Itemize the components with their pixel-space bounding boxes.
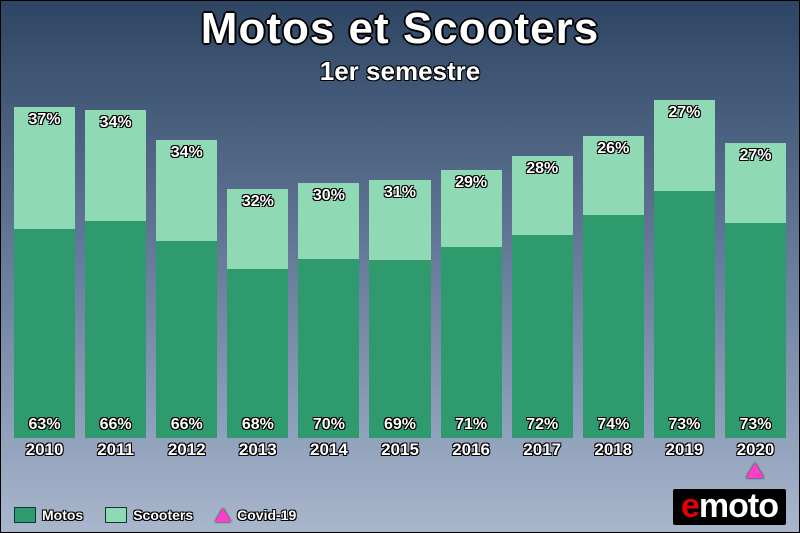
bar-year-label: 2020 [725, 440, 786, 460]
legend-swatch-scooters [105, 507, 127, 523]
bar-segment-motos: 71% [441, 247, 502, 438]
bar-segment-scooters: 31% [369, 180, 430, 260]
legend-label-covid: Covid-19 [237, 507, 296, 523]
bar-stack: 30% 70% [298, 100, 359, 438]
bar-stack: 28% 72% [512, 100, 573, 438]
bar-stack: 32% 68% [227, 100, 288, 438]
bar-stack: 34% 66% [85, 100, 146, 438]
bar-value-motos: 73% [725, 416, 786, 434]
bar-segment-scooters: 26% [583, 136, 644, 214]
bar-segment-motos: 74% [583, 215, 644, 438]
bar-column: 31% 69% 2015 [369, 100, 430, 460]
bar-year-label: 2016 [441, 440, 502, 460]
bar-segment-motos: 70% [298, 259, 359, 438]
bar-column: 29% 71% 2016 [441, 100, 502, 460]
bar-value-motos: 63% [14, 416, 75, 434]
bar-column: 30% 70% 2014 [298, 100, 359, 460]
bar-value-scooters: 37% [14, 111, 75, 129]
bar-year-label: 2018 [583, 440, 644, 460]
bar-segment-scooters: 27% [725, 143, 786, 223]
bar-segment-motos: 73% [654, 191, 715, 438]
bar-stack: 37% 63% [14, 100, 75, 438]
bar-year-label: 2012 [156, 440, 217, 460]
bar-value-motos: 66% [85, 416, 146, 434]
bar-segment-motos: 73% [725, 223, 786, 438]
bar-stack: 29% 71% [441, 100, 502, 438]
bar-segment-motos: 68% [227, 269, 288, 438]
bar-year-label: 2015 [369, 440, 430, 460]
bar-stack: 26% 74% [583, 100, 644, 438]
legend-item-motos: Motos [14, 507, 83, 523]
bar-stack: 31% 69% [369, 100, 430, 438]
bar-value-motos: 66% [156, 416, 217, 434]
bar-value-scooters: 32% [227, 193, 288, 211]
bar-segment-scooters: 34% [85, 110, 146, 222]
bar-value-scooters: 28% [512, 160, 573, 178]
bar-value-scooters: 27% [725, 147, 786, 165]
chart-subtitle: 1er semestre [0, 56, 800, 87]
bar-segment-scooters: 27% [654, 100, 715, 191]
legend-marker-icon [215, 508, 231, 522]
bar-year-label: 2014 [298, 440, 359, 460]
bar-segment-motos: 66% [85, 221, 146, 438]
bar-column: 34% 66% 2011 [85, 100, 146, 460]
bar-year-label: 2010 [14, 440, 75, 460]
bar-value-motos: 73% [654, 416, 715, 434]
bar-column: 26% 74% 2018 [583, 100, 644, 460]
bar-value-motos: 69% [369, 416, 430, 434]
bar-value-motos: 71% [441, 416, 502, 434]
bar-stack: 27% 73% [654, 100, 715, 438]
legend-label-motos: Motos [42, 507, 83, 523]
bar-segment-motos: 69% [369, 260, 430, 438]
bar-column: 28% 72% 2017 [512, 100, 573, 460]
legend-item-covid: Covid-19 [215, 507, 296, 523]
bar-value-motos: 68% [227, 416, 288, 434]
legend-label-scooters: Scooters [133, 507, 193, 523]
bar-value-scooters: 30% [298, 187, 359, 205]
bar-segment-scooters: 34% [156, 140, 217, 241]
bar-value-scooters: 34% [156, 144, 217, 162]
legend-item-scooters: Scooters [105, 507, 193, 523]
bar-value-scooters: 34% [85, 114, 146, 132]
bar-value-motos: 70% [298, 416, 359, 434]
bar-segment-motos: 66% [156, 241, 217, 438]
bar-column: 37% 63% 2010 [14, 100, 75, 460]
bar-value-scooters: 27% [654, 104, 715, 122]
bar-stack: 27% 73% [725, 100, 786, 438]
bar-year-label: 2013 [227, 440, 288, 460]
logo-prefix: e [681, 489, 699, 523]
legend-swatch-motos [14, 507, 36, 523]
bar-segment-motos: 63% [14, 229, 75, 438]
logo-suffix: moto [699, 489, 778, 523]
bar-year-label: 2011 [85, 440, 146, 460]
bar-segment-scooters: 37% [14, 107, 75, 230]
chart-title: Motos et Scooters [0, 4, 800, 54]
bar-segment-motos: 72% [512, 235, 573, 438]
brand-logo: emoto [673, 489, 786, 525]
bar-chart: 37% 63% 2010 34% 66% 2011 34% 66% 2012 32% 68% 2013… [14, 100, 786, 460]
bar-column: 27% 73% 2020 [725, 100, 786, 460]
bar-segment-scooters: 29% [441, 170, 502, 248]
bar-value-motos: 74% [583, 416, 644, 434]
bar-column: 34% 66% 2012 [156, 100, 217, 460]
covid-marker-icon [746, 463, 764, 478]
bar-year-label: 2019 [654, 440, 715, 460]
bar-value-scooters: 26% [583, 140, 644, 158]
bar-column: 27% 73% 2019 [654, 100, 715, 460]
legend: Motos Scooters Covid-19 [14, 507, 296, 523]
bar-segment-scooters: 28% [512, 156, 573, 235]
bar-stack: 34% 66% [156, 100, 217, 438]
bar-column: 32% 68% 2013 [227, 100, 288, 460]
bar-value-motos: 72% [512, 416, 573, 434]
bar-segment-scooters: 30% [298, 183, 359, 260]
bar-year-label: 2017 [512, 440, 573, 460]
bar-value-scooters: 29% [441, 174, 502, 192]
bar-segment-scooters: 32% [227, 189, 288, 269]
bar-value-scooters: 31% [369, 184, 430, 202]
